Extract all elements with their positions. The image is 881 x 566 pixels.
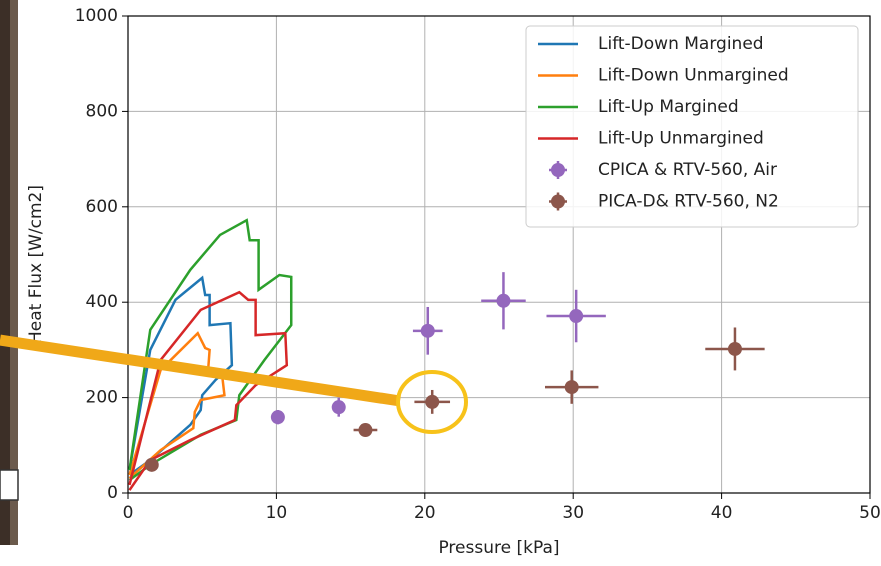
point: [425, 394, 440, 409]
y-tick-label: 200: [86, 388, 118, 408]
point: [564, 380, 579, 395]
legend-label: Lift-Down Margined: [598, 34, 764, 54]
series-line: [128, 331, 226, 480]
annotation-circle: [396, 370, 468, 434]
y-tick-label: 800: [86, 101, 118, 121]
x-tick-label: 30: [562, 503, 584, 523]
x-axis-label: Pressure [kPa]: [438, 538, 559, 558]
legend-label: PICA-D& RTV-560, N2: [598, 192, 779, 212]
point: [358, 423, 373, 438]
legend-label: CPICA & RTV-560, Air: [598, 160, 777, 180]
annotation-arrow: [0, 334, 401, 407]
point: [420, 323, 435, 338]
photo-strip-shadow: [0, 0, 10, 545]
y-tick-label: 1000: [75, 6, 118, 26]
legend-label: Lift-Up Unmargined: [598, 129, 764, 149]
x-tick-label: 20: [414, 503, 436, 523]
point: [331, 400, 346, 415]
y-tick-label: 600: [86, 197, 118, 217]
point: [727, 341, 742, 356]
legend-box: [525, 25, 859, 228]
photo-box: [0, 469, 19, 501]
point: [270, 410, 285, 425]
point: [496, 293, 511, 308]
legend-label: Lift-Down Unmargined: [598, 66, 789, 86]
legend-label: Lift-Up Margined: [598, 97, 739, 117]
x-tick-label: 40: [711, 503, 733, 523]
legend-marker: [551, 163, 565, 177]
series-line: [128, 290, 289, 491]
x-tick-label: 0: [123, 503, 134, 523]
x-tick-label: 50: [859, 503, 881, 523]
point: [144, 457, 159, 472]
y-tick-label: 0: [107, 483, 118, 503]
x-tick-label: 10: [266, 503, 288, 523]
y-tick-label: 400: [86, 292, 118, 312]
plot-frame: [127, 15, 871, 494]
legend-marker: [551, 194, 565, 209]
y-axis-label: Heat Flux [W/cm2]: [26, 185, 46, 344]
point: [569, 309, 584, 324]
